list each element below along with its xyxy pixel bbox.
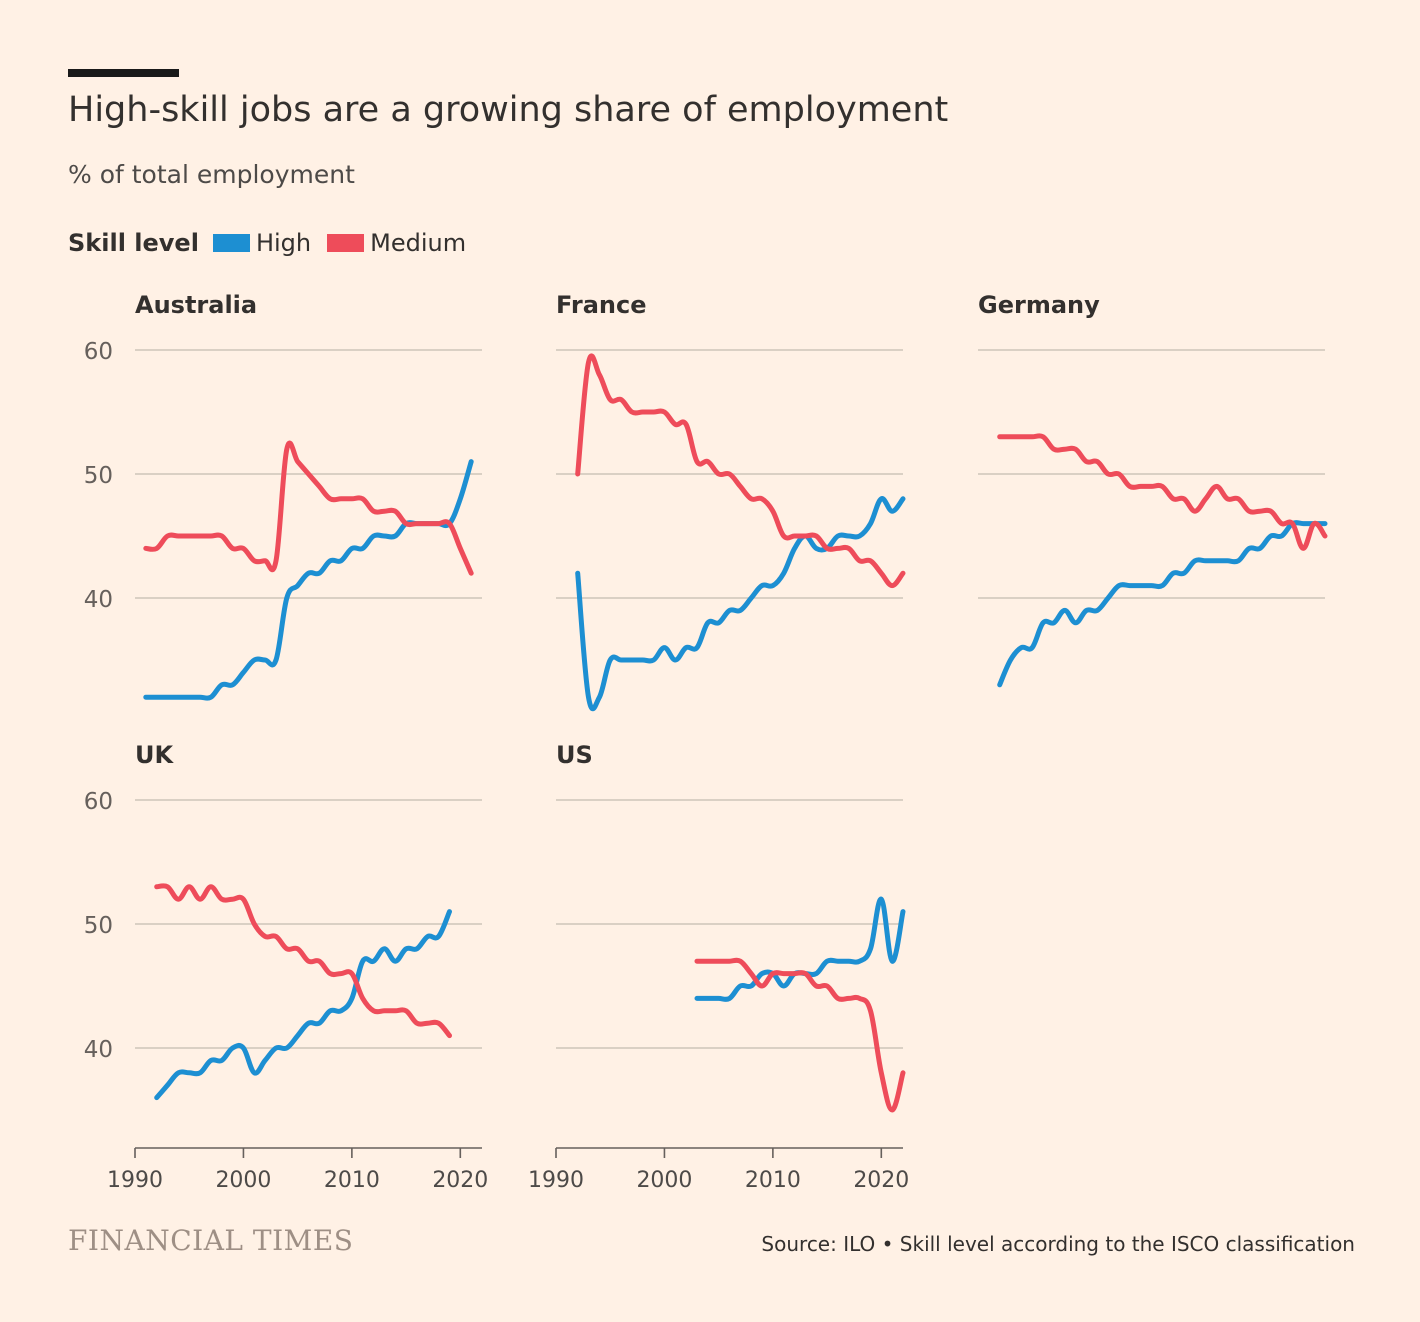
y-tick-label-40: 40 (84, 587, 113, 613)
chart-title: High-skill jobs are a growing share of e… (68, 90, 949, 130)
legend-label-medium: Medium (370, 229, 467, 257)
y-tick-label-40: 40 (84, 1037, 113, 1063)
series-line-uk-medium (154, 883, 452, 1039)
legend-swatch-medium (327, 234, 365, 252)
x-tick-label-uk-1990: 1990 (107, 1168, 163, 1193)
series-line-france-medium (575, 353, 906, 589)
x-tick-label-us-1990: 1990 (528, 1168, 584, 1193)
y-tick-label-50: 50 (84, 913, 113, 939)
x-tick-label-uk-2020: 2020 (432, 1168, 488, 1193)
legend-title: Skill level (68, 229, 199, 257)
legend-swatch-high (212, 234, 250, 252)
legend: Skill level High Medium (68, 229, 482, 257)
x-tick-label-uk-2000: 2000 (215, 1168, 271, 1193)
series-line-uk-high (154, 909, 452, 1101)
y-tick-label-60: 60 (84, 789, 113, 815)
series-line-germany-high (997, 520, 1328, 688)
legend-label-high: High (255, 229, 312, 257)
x-tick-label-uk-2010: 2010 (324, 1168, 380, 1193)
series-line-france-high (575, 496, 906, 712)
y-tick-label-60: 60 (84, 339, 113, 365)
series-line-australia-high (143, 459, 474, 701)
series-line-us-medium (694, 957, 906, 1113)
series-line-germany-medium (997, 433, 1328, 551)
x-tick-label-us-2000: 2000 (636, 1168, 692, 1193)
ft-logo: FINANCIAL TIMES (68, 1224, 354, 1257)
chart-subtitle: % of total employment (68, 160, 355, 189)
panel-title-uk: UK (135, 741, 174, 769)
source-note: Source: ILO • Skill level according to t… (761, 1232, 1355, 1256)
panel-title-us: US (556, 741, 593, 769)
panel-title-australia: Australia (135, 291, 257, 319)
panel-title-france: France (556, 291, 646, 319)
x-tick-label-us-2020: 2020 (853, 1168, 909, 1193)
header-rule (68, 69, 179, 77)
series-line-australia-medium (143, 440, 474, 576)
legend-item-medium: Medium (327, 229, 466, 257)
series-line-us-high (694, 896, 906, 1002)
x-tick-label-us-2010: 2010 (745, 1168, 801, 1193)
legend-item-high: High (212, 229, 312, 257)
panel-title-germany: Germany (978, 291, 1100, 319)
y-tick-label-50: 50 (84, 463, 113, 489)
